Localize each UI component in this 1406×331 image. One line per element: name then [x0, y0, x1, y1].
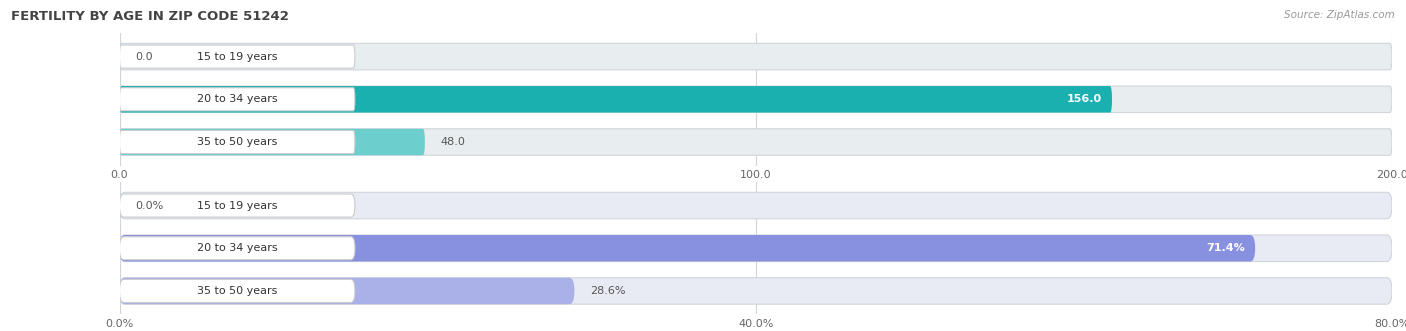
FancyBboxPatch shape	[120, 279, 354, 303]
FancyBboxPatch shape	[120, 88, 354, 111]
Text: 0.0: 0.0	[135, 52, 152, 62]
Text: 71.4%: 71.4%	[1206, 243, 1244, 253]
Text: 156.0: 156.0	[1067, 94, 1102, 104]
Text: Source: ZipAtlas.com: Source: ZipAtlas.com	[1284, 10, 1395, 20]
Text: 48.0: 48.0	[440, 137, 465, 147]
Text: FERTILITY BY AGE IN ZIP CODE 51242: FERTILITY BY AGE IN ZIP CODE 51242	[11, 10, 290, 23]
Text: 15 to 19 years: 15 to 19 years	[197, 201, 277, 211]
FancyBboxPatch shape	[120, 192, 1392, 219]
Text: 0.0%: 0.0%	[135, 201, 163, 211]
FancyBboxPatch shape	[120, 86, 1392, 113]
FancyBboxPatch shape	[120, 194, 354, 217]
FancyBboxPatch shape	[120, 278, 1392, 304]
Text: 28.6%: 28.6%	[589, 286, 626, 296]
Text: 20 to 34 years: 20 to 34 years	[197, 94, 277, 104]
FancyBboxPatch shape	[120, 45, 354, 68]
FancyBboxPatch shape	[120, 235, 1256, 261]
FancyBboxPatch shape	[120, 129, 1392, 155]
FancyBboxPatch shape	[120, 130, 354, 154]
FancyBboxPatch shape	[120, 129, 425, 155]
FancyBboxPatch shape	[120, 278, 575, 304]
Text: 15 to 19 years: 15 to 19 years	[197, 52, 277, 62]
FancyBboxPatch shape	[120, 237, 354, 260]
Text: 35 to 50 years: 35 to 50 years	[197, 137, 277, 147]
FancyBboxPatch shape	[120, 235, 1392, 261]
Text: 35 to 50 years: 35 to 50 years	[197, 286, 277, 296]
Text: 20 to 34 years: 20 to 34 years	[197, 243, 277, 253]
FancyBboxPatch shape	[120, 43, 1392, 70]
FancyBboxPatch shape	[120, 86, 1112, 113]
